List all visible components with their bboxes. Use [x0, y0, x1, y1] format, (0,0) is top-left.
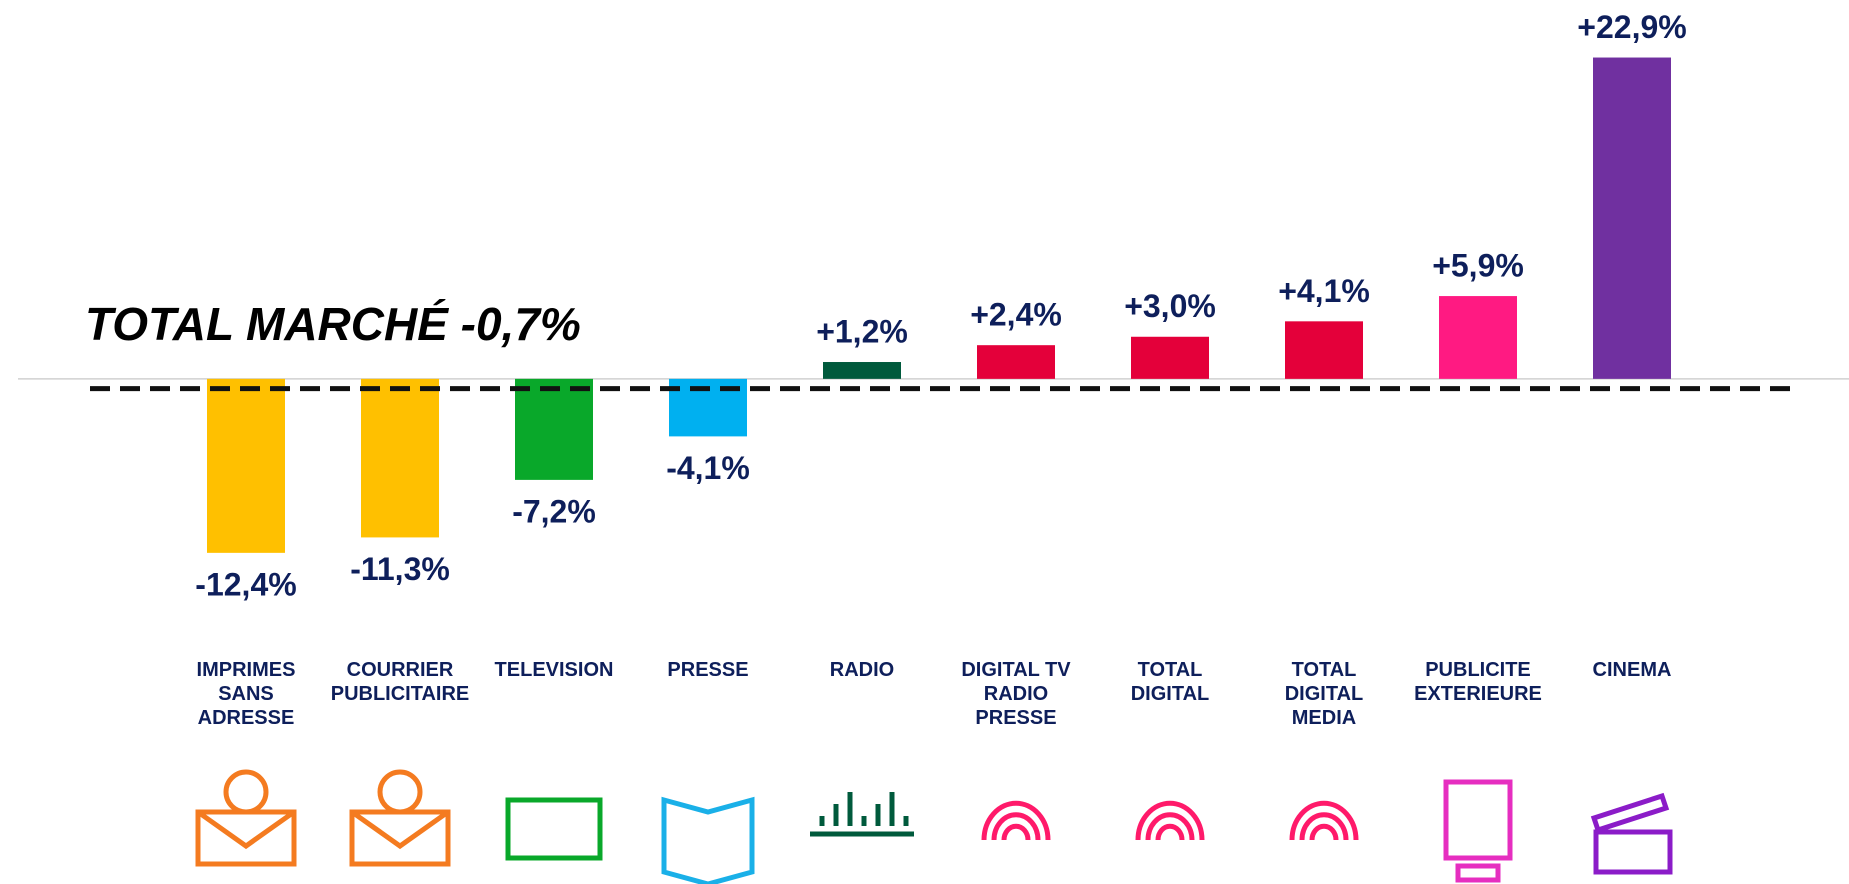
icon-shape — [661, 796, 755, 884]
icon-shape — [1135, 800, 1205, 841]
icon-shape — [1155, 823, 1185, 841]
icon-shape — [981, 800, 1051, 841]
category-label: TOTAL DIGITAL — [1130, 659, 1210, 705]
icon-shape — [1443, 779, 1513, 861]
icon — [505, 797, 603, 861]
icon-shape — [1145, 812, 1195, 841]
icon — [1135, 800, 1205, 841]
icon-shape — [505, 797, 603, 861]
bar — [1285, 321, 1363, 379]
value-label: +4,1% — [1278, 273, 1370, 309]
category-label: TELEVISION — [494, 659, 614, 681]
value-label: +3,0% — [1124, 288, 1216, 324]
category-label: CINEMA — [1592, 659, 1672, 681]
bar — [1131, 336, 1209, 379]
bar — [207, 378, 285, 553]
category-label: RADIO — [829, 659, 895, 681]
icon-shape — [223, 769, 269, 815]
value-label: -4,1% — [666, 450, 750, 486]
bar — [1439, 296, 1517, 379]
icon — [1289, 800, 1359, 841]
value-label: -11,3% — [350, 551, 450, 587]
category-label: PUBLICITE EXTERIEURE — [1414, 659, 1542, 705]
bar — [515, 378, 593, 480]
reference-label: TOTAL MARCHÉ -0,7% — [85, 298, 581, 350]
icon-shape — [1289, 800, 1359, 841]
category-label: IMPRIMES SANS ADRESSE — [196, 659, 296, 729]
value-label: +5,9% — [1432, 248, 1524, 284]
icon-shape — [1299, 812, 1349, 841]
icon-shape — [196, 809, 296, 850]
icon-shape — [991, 812, 1041, 841]
icon-shape — [377, 769, 423, 815]
icon — [349, 769, 451, 867]
value-label: +2,4% — [970, 297, 1062, 333]
icon-shape — [1001, 823, 1031, 841]
icon — [981, 800, 1051, 841]
icon — [810, 792, 914, 837]
value-label: -12,4% — [195, 566, 296, 602]
bar — [361, 378, 439, 538]
value-label: -7,2% — [512, 493, 596, 529]
icon-shape — [1455, 863, 1501, 883]
icon-shape — [1590, 792, 1670, 834]
icon-shape — [1309, 823, 1339, 841]
icon — [661, 796, 755, 884]
category-label: PRESSE — [667, 659, 749, 681]
icon-shape — [350, 809, 450, 850]
icon-shape — [1593, 829, 1673, 875]
icon — [1443, 779, 1513, 883]
category-label: DIGITAL TV RADIO PRESSE — [961, 659, 1071, 729]
icon — [195, 769, 297, 867]
bar — [1593, 57, 1671, 379]
category-label: COURRIER PUBLICITAIRE — [330, 659, 470, 705]
value-label: +1,2% — [816, 313, 908, 349]
bar — [823, 362, 901, 379]
category-label: TOTAL DIGITAL MEDIA — [1284, 659, 1364, 729]
value-label: +22,9% — [1577, 9, 1686, 45]
icon — [1590, 792, 1673, 875]
bar — [977, 345, 1055, 379]
